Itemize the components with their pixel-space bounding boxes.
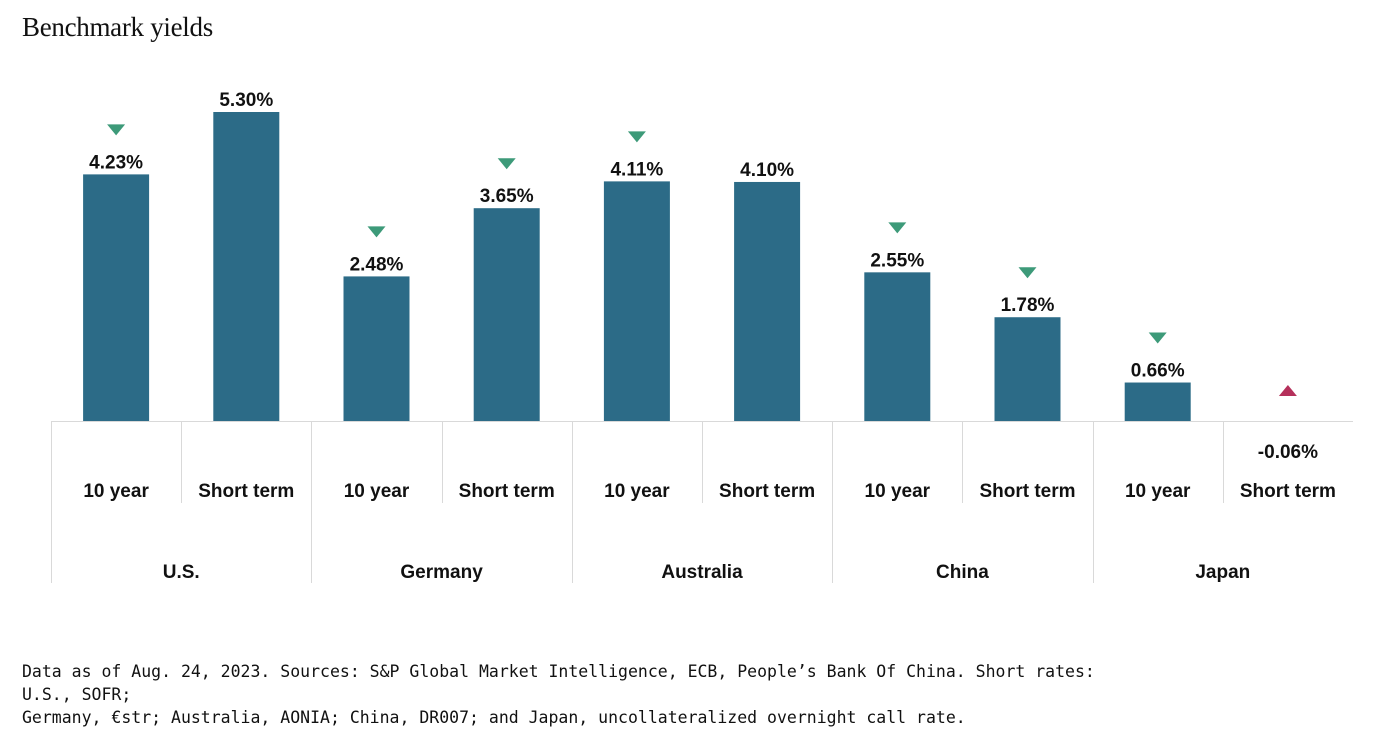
trend-down-icon xyxy=(1018,267,1037,279)
group-label: Japan xyxy=(1195,562,1250,583)
bar xyxy=(83,174,150,421)
x-tick-label: Short term xyxy=(1240,481,1336,502)
trend-down-icon xyxy=(1148,332,1167,344)
bar-chart: 4.23% 10 year 5.30% Short term 2.48% 10 year 3… xyxy=(51,90,1353,583)
bar xyxy=(473,208,540,421)
bar-value-label: 2.55% xyxy=(870,250,924,271)
x-tick-label: Short term xyxy=(979,481,1075,502)
bar xyxy=(213,112,280,421)
x-tick-label: Short term xyxy=(459,481,555,502)
bar-value-label: 4.10% xyxy=(740,160,794,181)
bar xyxy=(994,317,1061,421)
group-label: U.S. xyxy=(163,562,200,583)
x-tick-label: 10 year xyxy=(1125,481,1191,502)
bar xyxy=(734,181,801,421)
trend-up-icon xyxy=(1278,385,1297,396)
x-tick-label: Short term xyxy=(719,481,815,502)
x-tick-label: 10 year xyxy=(865,481,931,502)
trend-down-icon xyxy=(367,226,386,238)
bar-value-label: 5.30% xyxy=(219,90,273,111)
trend-down-icon xyxy=(107,124,126,136)
footnote: Data as of Aug. 24, 2023. Sources: S&P G… xyxy=(22,660,1122,729)
bar-value-label: -0.06% xyxy=(1258,442,1318,463)
group-label: Australia xyxy=(661,562,743,583)
bar xyxy=(603,181,670,421)
group-label: Germany xyxy=(400,562,483,583)
x-tick-label: 10 year xyxy=(83,481,149,502)
trend-down-icon xyxy=(888,222,907,234)
x-tick-label: 10 year xyxy=(604,481,670,502)
trend-down-icon xyxy=(627,131,646,143)
bar-value-label: 1.78% xyxy=(1001,295,1055,316)
footnote-line-2: Germany, €str; Australia, AONIA; China, … xyxy=(22,708,966,727)
x-tick-label: Short term xyxy=(198,481,294,502)
bar-value-label: 2.48% xyxy=(350,254,404,275)
trend-down-icon xyxy=(497,158,516,170)
bar-value-label: 4.11% xyxy=(610,159,663,180)
bar-value-label: 0.66% xyxy=(1131,361,1185,382)
group-label: China xyxy=(936,562,989,583)
footnote-line-1: Data as of Aug. 24, 2023. Sources: S&P G… xyxy=(22,662,1095,704)
bar xyxy=(343,276,410,421)
bar-value-label: 4.23% xyxy=(89,152,143,173)
chart-title: Benchmark yields xyxy=(22,12,213,42)
x-tick-label: 10 year xyxy=(344,481,410,502)
bar xyxy=(864,272,931,421)
bar-value-label: 3.65% xyxy=(480,186,534,207)
bar xyxy=(1124,382,1191,421)
